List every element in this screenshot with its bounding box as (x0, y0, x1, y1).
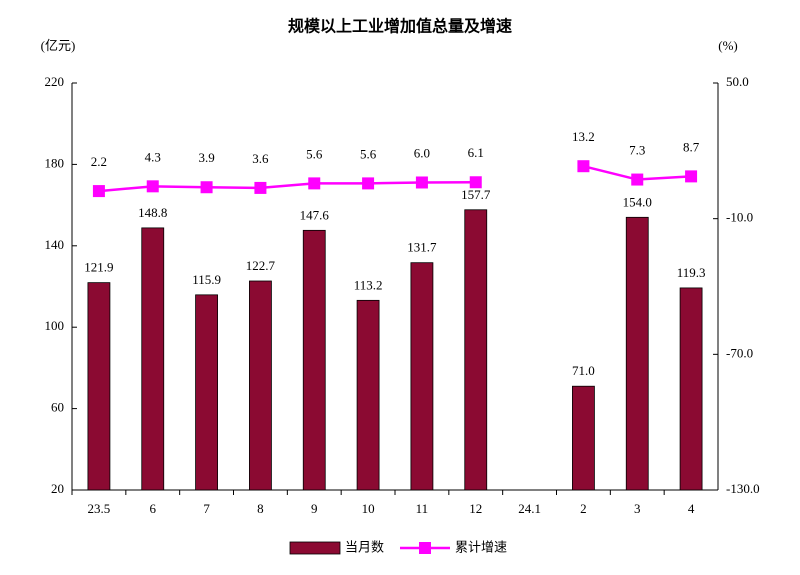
bar-value-label: 131.7 (407, 240, 437, 255)
bar-value-label: 113.2 (354, 277, 383, 292)
line-value-label: 3.6 (252, 151, 269, 166)
bar (572, 385, 595, 491)
chart-title: 规模以上工业增加值总量及增速 (288, 17, 512, 36)
line-value-label: 6.0 (414, 145, 430, 160)
y2-tick-label: -130.0 (726, 481, 760, 496)
bar-value-label: 157.7 (461, 187, 491, 202)
line-value-label: 3.9 (198, 150, 214, 165)
legend-swatch (419, 542, 431, 554)
line-marker (200, 181, 213, 194)
line-marker (308, 177, 321, 190)
legend-label: 当月数 (345, 541, 384, 556)
line-value-label: 2.2 (91, 154, 107, 169)
bar (249, 280, 272, 491)
bar-value-label: 115.9 (192, 272, 221, 287)
bar-value-label: 122.7 (246, 258, 276, 273)
x-tick-label: 6 (150, 501, 157, 516)
line-marker (254, 181, 267, 194)
bar (141, 227, 165, 491)
y2-tick-label: -10.0 (726, 210, 753, 225)
bar-value-label: 71.0 (572, 363, 595, 378)
bar-value-label: 119.3 (677, 265, 706, 280)
x-tick-label: 8 (257, 501, 264, 516)
line-value-label: 4.3 (145, 149, 161, 164)
bar (410, 262, 434, 491)
x-tick-label: 24.1 (518, 501, 541, 516)
x-tick-label: 2 (580, 501, 587, 516)
legend-label: 累计增速 (455, 541, 507, 556)
bar (356, 299, 380, 491)
line-value-label: 7.3 (629, 143, 645, 158)
line-marker (92, 185, 105, 198)
bar (302, 229, 326, 491)
bar-value-label: 154.0 (623, 194, 652, 209)
line-value-label: 8.7 (683, 139, 700, 154)
bar-value-label: 147.6 (300, 207, 330, 222)
x-tick-label: 9 (311, 501, 318, 516)
y-tick-label: 180 (45, 155, 65, 170)
bar (464, 209, 488, 491)
bar (625, 216, 649, 491)
x-tick-label: 7 (203, 501, 210, 516)
x-tick-label: 4 (688, 501, 695, 516)
line-marker (362, 177, 375, 190)
y-tick-label: 100 (45, 318, 65, 333)
y2-tick-label: 50.0 (726, 74, 749, 89)
bar-value-label: 148.8 (138, 205, 167, 220)
x-tick-label: 3 (634, 501, 641, 516)
x-tick-label: 12 (469, 501, 482, 516)
bar (87, 282, 111, 491)
y2-tick-label: -70.0 (726, 345, 753, 360)
line-marker (469, 176, 482, 189)
line-value-label: 5.6 (360, 146, 377, 161)
line-marker (577, 160, 590, 173)
y-tick-label: 20 (51, 481, 64, 496)
bar (679, 287, 703, 491)
legend-swatch (289, 541, 341, 555)
x-tick-label: 11 (416, 501, 429, 516)
line-marker (146, 180, 159, 193)
y-tick-label: 60 (51, 400, 64, 415)
x-tick-label: 10 (362, 501, 375, 516)
line-value-label: 6.1 (468, 145, 484, 160)
line (98, 164, 692, 193)
line-marker (685, 170, 698, 183)
bar (195, 294, 218, 491)
x-tick-label: 23.5 (88, 501, 111, 516)
bar-value-label: 121.9 (84, 260, 113, 275)
line-value-label: 13.2 (572, 129, 595, 144)
line-marker (631, 173, 644, 186)
y-tick-label: 140 (45, 237, 65, 252)
line-marker (415, 176, 428, 189)
y-tick-label: 220 (45, 74, 65, 89)
line-value-label: 5.6 (306, 146, 323, 161)
y-axis-label: (亿元) (41, 38, 76, 53)
y2-axis-label: (%) (718, 38, 738, 53)
